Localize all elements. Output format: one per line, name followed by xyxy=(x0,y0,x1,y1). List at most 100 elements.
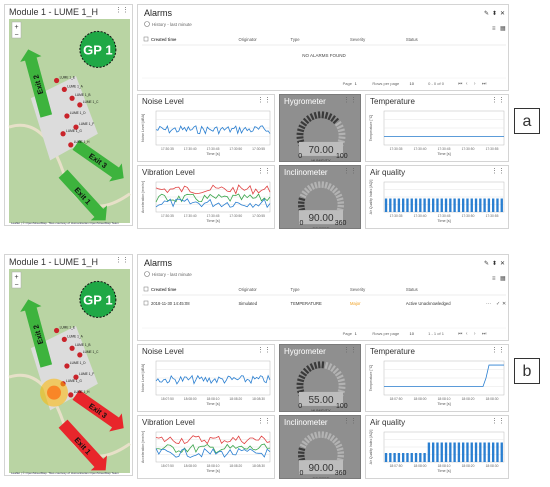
clear-icon[interactable]: ✕ xyxy=(502,301,506,307)
alarms-subtitle[interactable]: History - last minute xyxy=(152,272,192,277)
gauge-segment xyxy=(332,367,340,375)
more-icon[interactable]: ··· xyxy=(486,301,491,307)
more-menu-icon[interactable]: ⋮⋮ xyxy=(491,168,505,175)
column-header[interactable]: Originator xyxy=(238,37,257,42)
filter-icon[interactable]: ≡ xyxy=(492,26,496,32)
marker-pin-icon[interactable] xyxy=(77,352,83,358)
more-menu-icon[interactable]: ⋮⋮ xyxy=(257,347,271,354)
select-all-checkbox[interactable] xyxy=(143,36,149,42)
fullscreen-icon[interactable]: ⬍ xyxy=(492,10,497,17)
more-menu-icon[interactable]: ⋮⋮ xyxy=(343,97,357,104)
column-header[interactable]: Status xyxy=(406,37,418,42)
more-menu-icon[interactable]: ⋮⋮ xyxy=(491,97,505,104)
zoom-in-button[interactable]: + xyxy=(14,24,18,31)
zoom-out-button[interactable]: − xyxy=(14,32,18,39)
air-quality-bar xyxy=(487,442,491,462)
select-all-checkbox[interactable] xyxy=(143,286,149,292)
air-quality-bar xyxy=(453,442,456,462)
marker-label: LUME 1_F xyxy=(79,372,94,376)
vibration-series xyxy=(155,198,271,209)
marker-pin-icon[interactable] xyxy=(68,142,74,148)
more-menu-icon[interactable]: ⋮⋮ xyxy=(115,257,129,264)
gauge-segment xyxy=(317,181,321,188)
gathering-point-icon xyxy=(79,280,117,318)
pager-rows-select[interactable]: 10 xyxy=(410,81,415,86)
gauge-segment xyxy=(327,183,332,190)
vibration-series xyxy=(155,435,271,445)
marker-pin-icon[interactable] xyxy=(73,124,79,130)
prev-page-button[interactable]: ‹ xyxy=(466,81,468,87)
column-header[interactable]: Created time xyxy=(151,37,177,42)
gauge-segment xyxy=(297,389,305,394)
marker-pin-icon[interactable] xyxy=(69,95,75,101)
column-header[interactable]: Type xyxy=(291,37,301,42)
more-menu-icon[interactable]: ⋮⋮ xyxy=(491,347,505,354)
marker-pin-icon[interactable] xyxy=(64,363,70,369)
pager-page-select[interactable]: 1 xyxy=(355,81,358,86)
column-header[interactable]: Created time xyxy=(151,287,177,292)
x-tick-label: 18:07:50 xyxy=(390,464,403,468)
next-page-button[interactable]: › xyxy=(474,331,476,337)
more-menu-icon[interactable]: ⋮⋮ xyxy=(343,347,357,354)
gauge-value: 90.00 xyxy=(308,463,333,474)
gauge-value: 90.00 xyxy=(308,213,333,224)
zoom-out-button[interactable]: − xyxy=(14,282,18,289)
marker-label: LUME 1_E xyxy=(60,75,75,79)
pager-rows-select[interactable]: 10 xyxy=(410,331,415,336)
air-quality-bar xyxy=(462,442,465,462)
air-quality-bar xyxy=(453,198,456,212)
marker-pin-icon[interactable] xyxy=(64,113,70,119)
column-header[interactable]: Severity xyxy=(350,287,366,292)
columns-icon[interactable]: ▦ xyxy=(500,26,506,32)
last-page-button[interactable]: ⏭ xyxy=(482,331,487,337)
column-header[interactable]: Status xyxy=(406,287,418,292)
prev-page-button[interactable]: ‹ xyxy=(466,331,468,337)
marker-pin-icon[interactable] xyxy=(77,102,83,108)
column-header[interactable]: Type xyxy=(291,287,301,292)
column-header[interactable]: Originator xyxy=(238,287,257,292)
pager-page-select[interactable]: 1 xyxy=(355,331,358,336)
fullscreen-icon[interactable]: ⬍ xyxy=(492,260,497,267)
row-checkbox[interactable] xyxy=(143,300,149,306)
more-menu-icon[interactable]: ⋮⋮ xyxy=(257,97,271,104)
marker-pin-icon[interactable] xyxy=(69,345,75,351)
air-quality-bar xyxy=(479,198,482,212)
marker-pin-icon[interactable] xyxy=(73,374,79,380)
alarms-subtitle[interactable]: History - last minute xyxy=(152,22,192,27)
gauge-segment xyxy=(321,431,325,438)
marker-pin-icon[interactable] xyxy=(61,86,67,92)
next-page-button[interactable]: › xyxy=(474,81,476,87)
marker-pin-icon[interactable] xyxy=(60,131,66,137)
column-header[interactable]: Severity xyxy=(350,37,366,42)
marker-pin-icon[interactable] xyxy=(61,336,67,342)
marker-pin-icon[interactable] xyxy=(68,392,74,398)
acknowledge-icon[interactable]: ✓ xyxy=(496,301,500,307)
gauge-segment xyxy=(331,437,339,444)
filter-icon[interactable]: ≡ xyxy=(492,276,496,282)
inclinometer-a-panel: Inclinometer ⋮⋮ 90.00 DEGREE 0 360 xyxy=(279,165,361,229)
edit-icon[interactable]: ✎ xyxy=(484,10,489,17)
marker-label: LUME 1_C xyxy=(83,100,99,104)
more-menu-icon[interactable]: ⋮⋮ xyxy=(257,168,271,175)
marker-pin-icon[interactable] xyxy=(54,77,60,84)
first-page-button[interactable]: ⏮ xyxy=(458,81,463,87)
air-quality-bar xyxy=(457,442,461,462)
zoom-control[interactable] xyxy=(11,271,22,289)
gauge-segment xyxy=(336,207,344,212)
zoom-control[interactable] xyxy=(11,21,22,39)
more-menu-icon[interactable]: ⋮⋮ xyxy=(343,168,357,175)
gathering-point-label: GP 1 xyxy=(83,42,112,57)
last-page-button[interactable]: ⏭ xyxy=(482,81,487,87)
more-menu-icon[interactable]: ⋮⋮ xyxy=(491,418,505,425)
zoom-in-button[interactable]: + xyxy=(14,274,18,281)
close-icon[interactable]: ✕ xyxy=(500,261,505,267)
first-page-button[interactable]: ⏮ xyxy=(458,331,463,337)
more-menu-icon[interactable]: ⋮⋮ xyxy=(257,418,271,425)
more-menu-icon[interactable]: ⋮⋮ xyxy=(115,7,129,14)
close-icon[interactable]: ✕ xyxy=(500,11,505,17)
edit-icon[interactable]: ✎ xyxy=(484,260,489,267)
hygrometer-b-title: Hygrometer xyxy=(284,347,326,356)
marker-pin-icon[interactable] xyxy=(54,327,60,334)
more-menu-icon[interactable]: ⋮⋮ xyxy=(343,418,357,425)
columns-icon[interactable]: ▦ xyxy=(500,276,506,282)
